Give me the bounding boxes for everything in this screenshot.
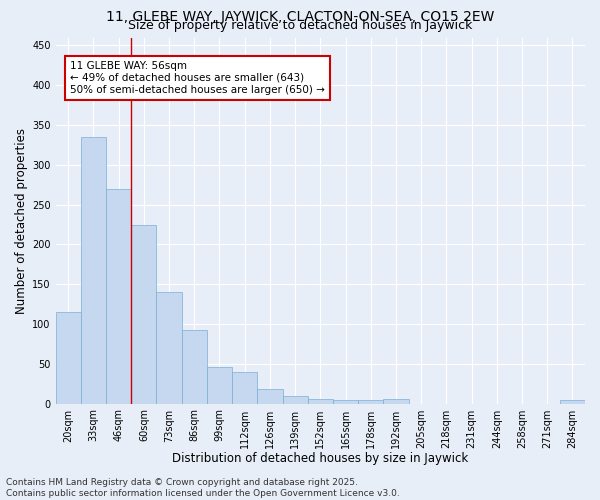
Bar: [560, 400, 585, 404]
Bar: [207, 367, 232, 404]
Bar: [383, 399, 409, 404]
Bar: [257, 390, 283, 404]
Bar: [283, 396, 308, 404]
Bar: [232, 372, 257, 404]
Bar: [308, 399, 333, 404]
Y-axis label: Number of detached properties: Number of detached properties: [15, 128, 28, 314]
Bar: [56, 312, 81, 404]
Bar: [358, 400, 383, 404]
X-axis label: Distribution of detached houses by size in Jaywick: Distribution of detached houses by size …: [172, 452, 469, 465]
Bar: [157, 292, 182, 404]
Bar: [106, 188, 131, 404]
Text: Size of property relative to detached houses in Jaywick: Size of property relative to detached ho…: [128, 19, 472, 32]
Bar: [81, 137, 106, 404]
Bar: [182, 330, 207, 404]
Bar: [131, 224, 157, 404]
Text: 11, GLEBE WAY, JAYWICK, CLACTON-ON-SEA, CO15 2EW: 11, GLEBE WAY, JAYWICK, CLACTON-ON-SEA, …: [106, 10, 494, 24]
Text: 11 GLEBE WAY: 56sqm
← 49% of detached houses are smaller (643)
50% of semi-detac: 11 GLEBE WAY: 56sqm ← 49% of detached ho…: [70, 62, 325, 94]
Bar: [333, 400, 358, 404]
Text: Contains HM Land Registry data © Crown copyright and database right 2025.
Contai: Contains HM Land Registry data © Crown c…: [6, 478, 400, 498]
